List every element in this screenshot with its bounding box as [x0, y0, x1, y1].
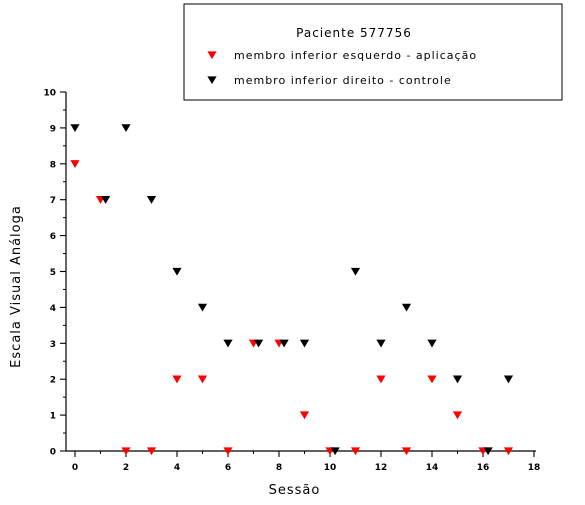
data-point-series-1 [350, 447, 361, 456]
y-axis-title: Escala Visual Análoga [9, 205, 24, 368]
data-point-series-1 [146, 447, 157, 456]
data-point-series-1 [452, 411, 463, 420]
x-tick-label: 14 [426, 463, 439, 473]
legend-marker-series-2 [207, 76, 217, 85]
data-point-series-1 [223, 447, 233, 456]
x-axis-title: Sessão [269, 483, 321, 498]
y-tick-label: 4 [50, 304, 56, 314]
data-point-series-2 [223, 339, 233, 348]
data-point-series-2 [101, 196, 111, 204]
data-point-series-2 [483, 447, 493, 456]
data-point-series-2 [401, 303, 412, 312]
data-point-series-1 [401, 447, 412, 456]
y-tick-label: 5 [50, 268, 56, 278]
y-tick-label: 9 [50, 124, 56, 134]
x-tick-label: 2 [123, 463, 129, 473]
legend-marker-series-1 [207, 51, 217, 60]
x-tick-label: 12 [375, 463, 388, 473]
y-tick-label: 10 [43, 89, 56, 99]
data-point-series-1 [197, 375, 208, 384]
data-point-series-2 [427, 339, 437, 348]
y-tick-label: 2 [50, 376, 56, 386]
y-tick-label: 6 [50, 232, 56, 242]
x-tick-label: 10 [324, 463, 337, 473]
axes [65, 92, 536, 452]
data-points [70, 124, 514, 456]
data-point-series-2 [197, 303, 208, 312]
data-point-series-2 [376, 339, 386, 348]
y-tick-label: 3 [50, 340, 56, 350]
y-tick-label: 8 [50, 160, 56, 170]
legend-label-series-2: membro inferior direito - controle [234, 74, 452, 87]
x-tick-label: 0 [72, 463, 78, 473]
legend-label-series-1: membro inferior esquerdo - aplicação [234, 49, 477, 62]
data-point-series-2 [172, 267, 182, 276]
data-point-series-2 [350, 267, 361, 276]
data-point-series-2 [146, 196, 157, 204]
data-point-series-1 [172, 375, 182, 384]
data-point-series-1 [376, 375, 386, 384]
x-tick-label: 18 [528, 463, 541, 473]
data-point-series-2 [279, 339, 289, 348]
data-point-series-2 [299, 339, 310, 348]
data-point-series-2 [452, 375, 463, 384]
data-point-series-2 [330, 447, 340, 456]
data-point-series-1 [427, 375, 437, 384]
y-tick-label: 7 [50, 196, 56, 206]
legend-box [183, 3, 563, 101]
x-tick-label: 4 [174, 463, 180, 473]
data-point-series-2 [254, 339, 264, 348]
legend-items: membro inferior esquerdo - aplicação memb… [207, 49, 477, 87]
x-tick-label: 6 [225, 463, 231, 473]
data-point-series-1 [503, 447, 514, 456]
y-tick-label: 1 [50, 412, 56, 422]
data-point-series-2 [70, 124, 80, 133]
data-point-series-1 [70, 160, 80, 168]
legend: Paciente 577756 membro inferior esquerdo… [183, 3, 563, 101]
x-tick-label: 8 [276, 463, 282, 473]
data-point-series-2 [121, 124, 131, 133]
x-tick-label: 16 [477, 463, 490, 473]
data-point-series-1 [299, 411, 310, 420]
y-tick-label: 0 [50, 448, 56, 458]
chart-title: Paciente 577756 [296, 26, 412, 40]
data-point-series-2 [503, 375, 514, 384]
data-point-series-1 [121, 447, 131, 456]
